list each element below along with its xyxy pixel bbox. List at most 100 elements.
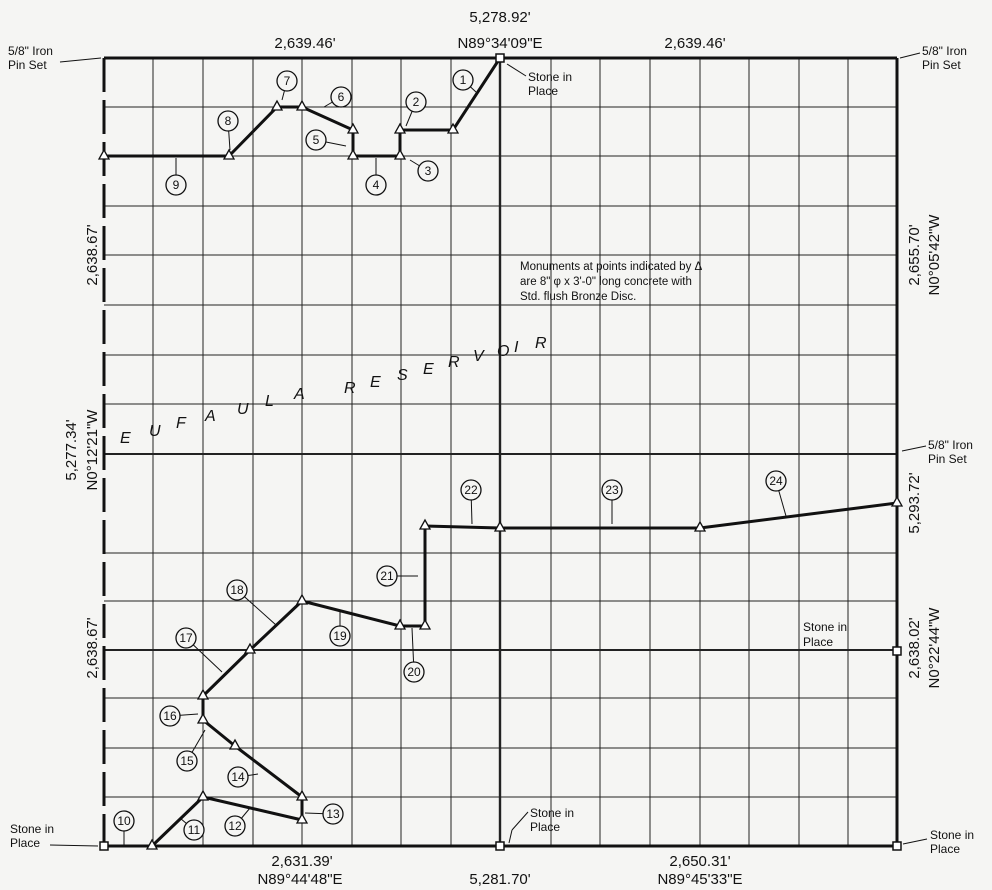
reservoir-letter: F	[176, 415, 187, 432]
monument-triangle	[393, 122, 407, 134]
reservoir-letter: R	[448, 354, 461, 371]
monument-triangle	[295, 593, 309, 605]
stone-marker-north	[495, 53, 505, 63]
callout-10: 10	[113, 810, 135, 845]
callout-24: 24	[765, 470, 787, 517]
east-iron-pin-label: 5/8" Iron Pin Set	[901, 438, 973, 466]
reservoir-letter: A	[293, 386, 306, 403]
stone-marker-south	[495, 841, 505, 851]
svg-text:Place: Place	[803, 635, 833, 649]
svg-text:5: 5	[313, 133, 320, 147]
nw-iron-pin-label: 5/8" Iron Pin Set	[8, 44, 102, 72]
svg-text:15: 15	[180, 754, 194, 768]
svg-text:14: 14	[231, 770, 245, 784]
svg-text:5/8" Iron: 5/8" Iron	[922, 44, 967, 58]
svg-text:6: 6	[338, 90, 345, 104]
right-lower-bearing: N0°22'44"W	[926, 607, 943, 689]
reservoir-letter: R	[344, 380, 357, 397]
corner-markers	[99, 53, 902, 851]
callout-16: 16	[159, 705, 199, 727]
bottom-total-length: 5,281.70'	[469, 871, 530, 888]
svg-text:13: 13	[326, 807, 340, 821]
callout-21: 21	[376, 565, 418, 587]
callout-7: 7	[276, 70, 298, 101]
monument-triangle	[493, 520, 507, 532]
monument-triangle	[145, 838, 159, 850]
monument-triangle	[418, 518, 432, 530]
svg-text:Stone in: Stone in	[530, 806, 574, 820]
bottom-left-length: 2,631.39'	[271, 853, 332, 870]
callout-9: 9	[165, 158, 187, 196]
callout-4: 4	[365, 158, 387, 196]
monument-triangle	[446, 122, 460, 134]
right-lower-length: 2,638.02'	[906, 617, 923, 678]
svg-text:Stone in: Stone in	[803, 620, 847, 634]
left-bearing: N0°12'21"W	[84, 409, 101, 491]
reservoir-letter: E	[423, 361, 435, 378]
monument-triangle	[346, 148, 360, 160]
svg-text:2: 2	[413, 95, 420, 109]
svg-text:17: 17	[179, 631, 193, 645]
monument-triangle	[270, 99, 284, 111]
callout-2: 2	[405, 91, 427, 127]
top-right-length: 2,639.46'	[664, 35, 725, 52]
monument-triangle	[295, 812, 309, 824]
svg-text:12: 12	[228, 819, 242, 833]
svg-text:3: 3	[425, 164, 432, 178]
right-upper-length: 2,655.70'	[906, 224, 923, 285]
svg-text:24: 24	[769, 474, 783, 488]
monument-triangle	[196, 688, 210, 700]
east-stone-label: Stone in Place	[803, 620, 847, 649]
reservoir-letter: V	[473, 348, 485, 365]
left-total-length: 5,277.34'	[63, 419, 80, 480]
svg-text:9: 9	[173, 178, 180, 192]
callout-3: 3	[409, 159, 439, 182]
top-bearing: N89°34'09"E	[457, 35, 542, 52]
svg-text:1: 1	[460, 73, 467, 87]
callout-11: 11	[179, 817, 205, 841]
svg-text:Place: Place	[10, 836, 40, 850]
right-total-length: 5,293.72'	[906, 472, 923, 533]
monument-triangle	[228, 738, 242, 750]
bottom-right-length: 2,650.31'	[669, 853, 730, 870]
svg-text:5/8" Iron: 5/8" Iron	[8, 44, 53, 58]
reservoir-letter: U	[237, 401, 250, 418]
svg-text:Place: Place	[530, 820, 560, 834]
monument-note: Monuments at points indicated by Δ are 8…	[520, 261, 703, 303]
stone-marker-se	[892, 841, 902, 851]
callout-20: 20	[403, 627, 425, 683]
reservoir-letter: R	[535, 335, 548, 352]
callout-18: 18	[226, 579, 277, 626]
svg-text:Pin Set: Pin Set	[922, 58, 961, 72]
callout-1: 1	[452, 69, 477, 93]
reservoir-letter: S	[397, 367, 409, 384]
svg-text:5/8" Iron: 5/8" Iron	[928, 438, 973, 452]
left-lower-length: 2,638.67'	[84, 617, 101, 678]
taking-line-north	[104, 57, 502, 158]
right-upper-bearing: N0°05'42"W	[926, 214, 943, 296]
svg-text:18: 18	[230, 583, 244, 597]
monument-triangle	[393, 618, 407, 630]
monument-triangle	[693, 520, 707, 532]
se-stone-label: Stone in Place	[902, 828, 974, 856]
south-stone-label: Stone in Place	[508, 806, 574, 844]
svg-text:Std. flush Bronze Disc.: Std. flush Bronze Disc.	[520, 291, 636, 303]
svg-text:21: 21	[380, 569, 394, 583]
svg-text:19: 19	[333, 629, 347, 643]
bottom-left-bearing: N89°44'48"E	[257, 871, 342, 888]
reservoir-letter: E	[120, 430, 132, 447]
callout-19: 19	[329, 612, 351, 647]
monument-triangle	[196, 789, 210, 801]
svg-text:Stone in: Stone in	[528, 70, 572, 84]
monument-triangle	[393, 148, 407, 160]
svg-text:are 8" φ x 3'-0" long concrete: are 8" φ x 3'-0" long concrete with	[520, 276, 692, 288]
svg-text:4: 4	[373, 178, 380, 192]
svg-text:Place: Place	[930, 842, 960, 856]
svg-text:20: 20	[407, 665, 421, 679]
sw-stone-label: Stone in Place	[10, 822, 99, 850]
svg-text:Pin Set: Pin Set	[8, 58, 47, 72]
top-left-length: 2,639.46'	[274, 35, 335, 52]
monument-triangle	[295, 99, 309, 111]
